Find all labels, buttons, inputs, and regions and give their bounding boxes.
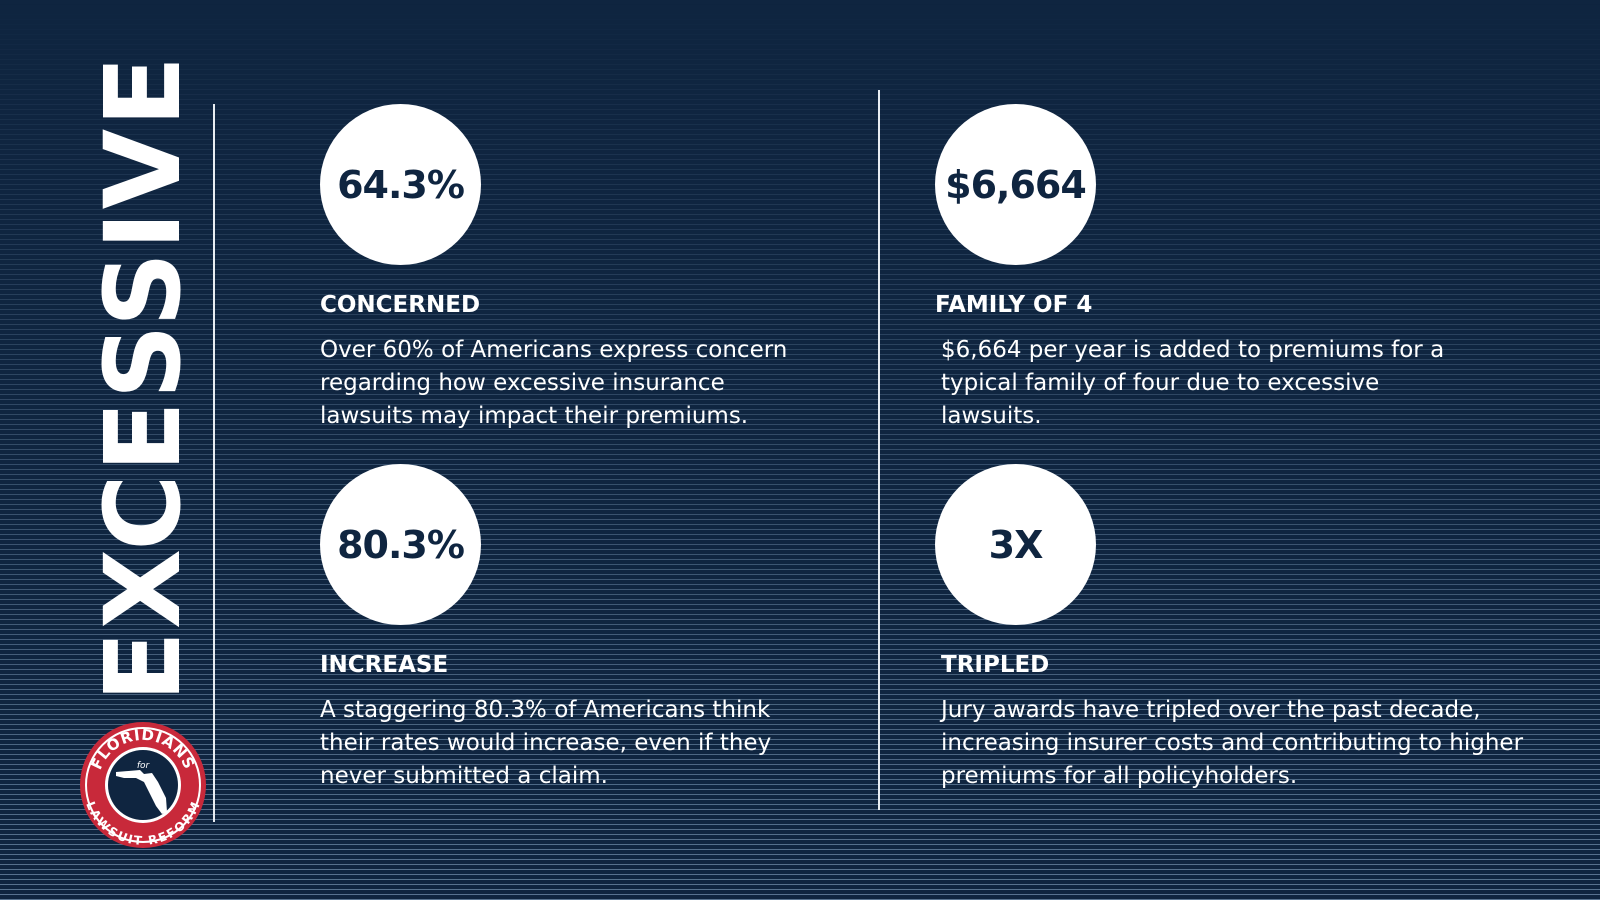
logo-middle: for xyxy=(137,761,151,771)
stat-value: 3X xyxy=(935,464,1096,625)
stat-text: Over 60% of Americans express concern re… xyxy=(320,337,788,429)
stat-value: 64.3% xyxy=(320,104,481,265)
stat-card: 64.3% CONCERNED Over 60% of Americans ex… xyxy=(320,104,920,433)
stat-card: 3X TRIPLED Jury awards have tripled over… xyxy=(935,464,1535,793)
logo: FLORIDIANS for LAWSUIT REFORM xyxy=(80,722,206,848)
stat-heading: FAMILY OF 4 xyxy=(935,292,1093,318)
stat-card: 80.3% INCREASE A staggering 80.3% of Ame… xyxy=(320,464,920,793)
divider xyxy=(213,104,215,822)
stat-value: 80.3% xyxy=(320,464,481,625)
stat-card: $6,664 FAMILY OF 4 $6,664 per year is ad… xyxy=(935,104,1535,433)
stat-text: Jury awards have tripled over the past d… xyxy=(941,697,1524,789)
stat-heading: TRIPLED xyxy=(941,652,1050,678)
stat-heading: INCREASE xyxy=(320,652,449,678)
stat-heading: CONCERNED xyxy=(320,292,481,318)
title: EXCESSIVE xyxy=(82,53,204,703)
stat-value: $6,664 xyxy=(935,104,1096,265)
divider xyxy=(878,90,880,810)
stat-text: A staggering 80.3% of Americans think th… xyxy=(320,697,772,789)
stat-text: $6,664 per year is added to premiums for… xyxy=(941,337,1445,429)
